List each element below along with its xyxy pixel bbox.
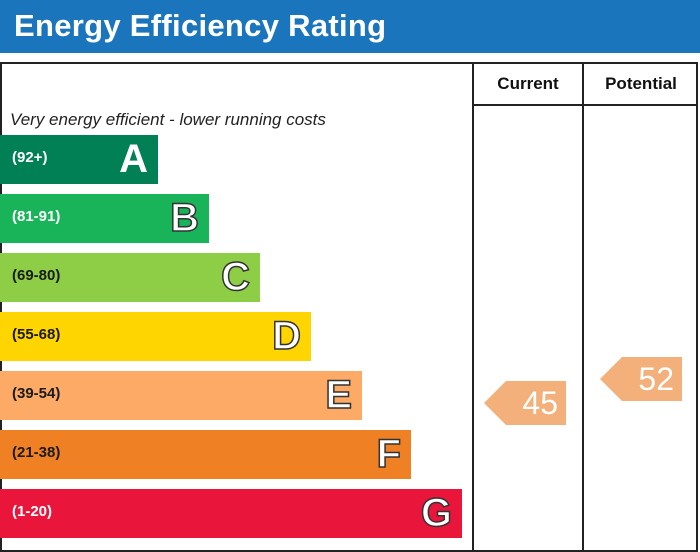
band-range-label: (69-80) — [12, 267, 61, 284]
band-letter: A — [119, 137, 148, 181]
current-rating-arrow-shape — [484, 381, 566, 425]
band-range-label: (81-91) — [12, 208, 61, 225]
chart-title: Energy Efficiency Rating — [14, 8, 387, 43]
header-divider — [472, 104, 698, 106]
band-range-label: (39-54) — [12, 385, 61, 402]
band-range-label: (21-38) — [12, 444, 61, 461]
band-range-label: (1-20) — [12, 503, 53, 520]
potential-rating-arrow-value: 52 — [638, 361, 674, 397]
potential-rating-arrow-shape — [600, 357, 682, 401]
column-header-potential: Potential — [605, 74, 677, 93]
potential-rating-arrow: 52 — [600, 357, 682, 401]
current-rating-arrow: 45 — [484, 381, 566, 425]
divider-current — [472, 62, 474, 550]
chart-subtitle: Very energy efficient - lower running co… — [10, 110, 326, 129]
column-header-current: Current — [497, 74, 559, 93]
band-c: (69-80) C — [0, 253, 260, 302]
band-d: (55-68) D — [0, 312, 311, 361]
band-letter: F — [376, 431, 402, 477]
band-range-label: (55-68) — [12, 326, 61, 343]
band-letter: B — [169, 195, 199, 241]
band-a: (92+) A — [0, 135, 158, 184]
band-letter: C — [220, 254, 250, 300]
band-g: (1-20) G — [0, 489, 462, 538]
band-letter: D — [271, 313, 301, 359]
band-letter: E — [325, 372, 353, 418]
band-f: (21-38) F — [0, 430, 411, 479]
band-e: (39-54) E — [0, 371, 362, 420]
current-rating-arrow-value: 45 — [522, 385, 558, 421]
divider-potential — [582, 62, 584, 550]
title-bar: Energy Efficiency Rating — [0, 0, 700, 53]
band-letter: G — [420, 490, 453, 536]
band-b: (81-91) B — [0, 194, 209, 243]
band-range-label: (92+) — [12, 149, 48, 166]
